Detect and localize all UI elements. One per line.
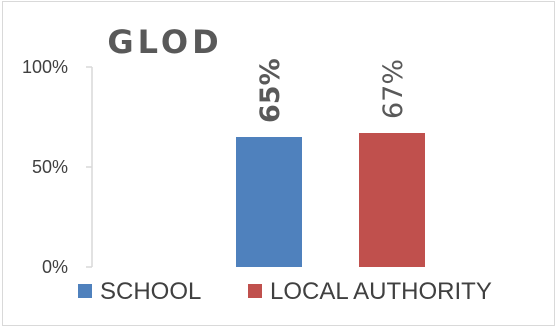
legend-label-school: SCHOOL xyxy=(100,278,201,305)
y-tick-label: 100% xyxy=(22,57,68,77)
legend-label-local-authority: LOCAL AUTHORITY xyxy=(270,278,492,305)
legend-swatch-school xyxy=(78,284,92,298)
data-label-school: 65% xyxy=(255,58,286,123)
legend-swatch-local-authority xyxy=(248,284,262,298)
data-label-local-authority: 67% xyxy=(378,59,409,119)
y-tick-label: 50% xyxy=(32,157,68,177)
chart-title: GLOD xyxy=(107,23,222,61)
y-tick-label: 0% xyxy=(42,257,68,277)
bar-local-authority xyxy=(359,133,425,267)
bar-school xyxy=(236,137,302,267)
